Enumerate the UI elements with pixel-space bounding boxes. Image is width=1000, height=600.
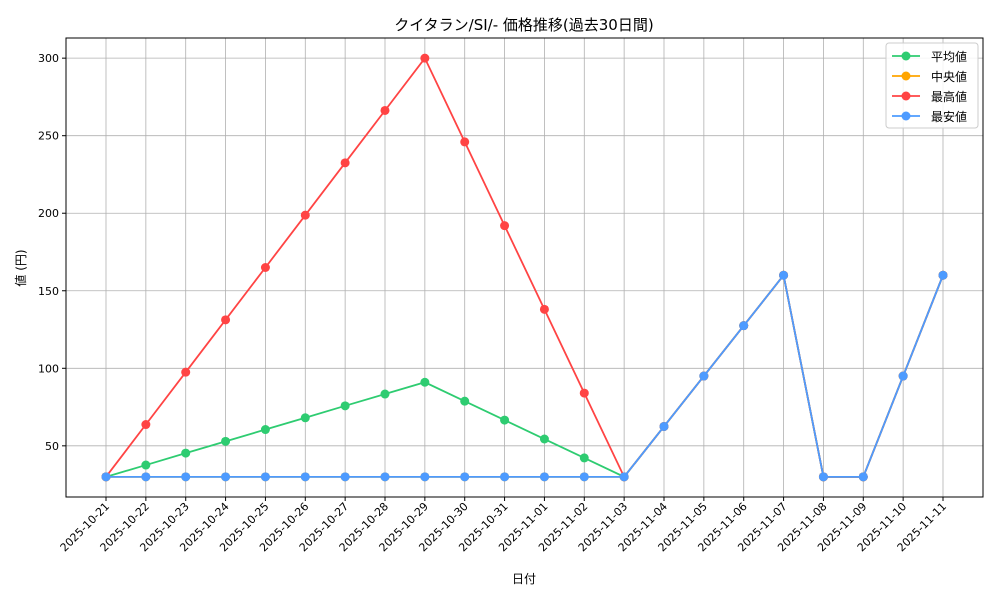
data-point — [420, 472, 430, 482]
data-point — [420, 53, 430, 63]
data-point — [779, 270, 789, 280]
data-point — [619, 472, 629, 482]
data-point — [181, 448, 191, 458]
legend-label: 最安値 — [931, 109, 967, 124]
data-point — [101, 472, 111, 482]
legend-marker — [901, 91, 911, 101]
data-point — [898, 371, 908, 381]
data-point — [181, 367, 191, 377]
y-tick-label: 50 — [45, 440, 59, 453]
data-point — [500, 415, 510, 425]
series-line-3 — [106, 273, 944, 478]
data-point — [460, 472, 470, 482]
y-axis-label: 値 (円) — [13, 249, 28, 286]
data-point — [500, 221, 510, 231]
data-point — [141, 472, 151, 482]
data-point — [699, 371, 709, 381]
data-point — [579, 472, 589, 482]
data-point — [659, 421, 669, 431]
data-point — [858, 472, 868, 482]
x-axis-label: 日付 — [512, 572, 536, 586]
legend-label: 最高値 — [931, 89, 967, 104]
y-tick-label: 150 — [38, 285, 59, 298]
data-point — [500, 472, 510, 482]
legend-label: 平均値 — [931, 49, 967, 64]
data-point — [300, 472, 310, 482]
data-point — [300, 210, 310, 220]
data-point — [460, 396, 470, 406]
data-point — [260, 263, 270, 272]
data-point — [340, 401, 350, 411]
chart-title: クイタラン/SI/- 価格推移(過去30日間) — [394, 16, 653, 34]
data-point — [221, 436, 231, 446]
data-point — [260, 472, 270, 482]
data-point — [260, 425, 270, 435]
legend-marker — [901, 111, 911, 121]
data-point — [579, 453, 589, 463]
series-line-2 — [105, 56, 944, 479]
data-point — [221, 315, 231, 325]
data-point — [181, 472, 191, 482]
y-tick-label: 100 — [38, 362, 59, 375]
legend-label: 中央値 — [931, 69, 967, 84]
data-point — [300, 413, 310, 423]
data-point — [739, 321, 749, 331]
data-point — [460, 137, 470, 147]
data-point — [221, 472, 231, 482]
data-point — [380, 472, 390, 482]
data-point — [380, 105, 390, 115]
data-point — [340, 158, 350, 168]
data-point — [340, 472, 350, 482]
data-point — [141, 420, 151, 430]
data-point — [818, 472, 828, 482]
plot-frame — [65, 37, 984, 498]
y-tick-label: 300 — [38, 52, 59, 65]
data-point — [579, 388, 589, 398]
data-point — [380, 389, 390, 399]
data-point — [539, 472, 549, 482]
data-point — [539, 304, 549, 314]
data-point — [420, 377, 430, 387]
y-tick-label: 250 — [38, 130, 59, 143]
legend-marker — [901, 51, 911, 61]
data-point — [141, 460, 151, 470]
y-tick-label: 200 — [38, 207, 59, 220]
data-point — [539, 434, 549, 444]
legend-box — [885, 42, 979, 129]
legend-marker — [901, 71, 911, 81]
data-point — [938, 270, 948, 280]
